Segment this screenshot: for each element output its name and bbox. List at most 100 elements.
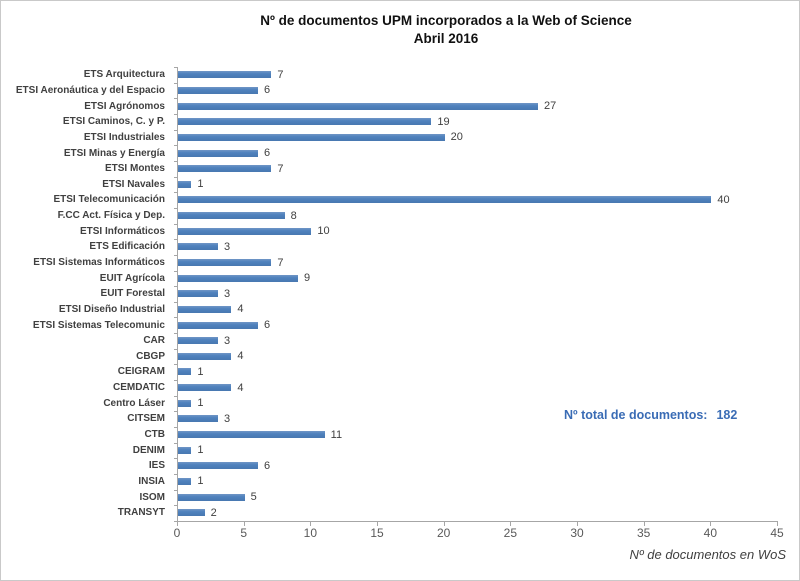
bar-row: ETSI Informáticos 10 xyxy=(1,223,778,239)
category-label: CTB xyxy=(144,429,165,441)
bar-row: ETS Arquitectura 7 xyxy=(1,67,778,83)
value-label: 4 xyxy=(237,303,244,316)
bar-row: ETSI Industriales 20 xyxy=(1,130,778,146)
category-axis-line xyxy=(177,67,178,525)
category-label: ETSI Minas y Energía xyxy=(63,147,165,159)
category-label: CEMDATIC xyxy=(112,382,165,394)
x-tick-label: 45 xyxy=(770,526,784,540)
bar-row: CAR 3 xyxy=(1,333,778,349)
y-axis-tick xyxy=(174,505,177,506)
bar-row: ETSI Diseño Industrial 4 xyxy=(1,302,778,318)
y-axis-tick xyxy=(174,239,177,240)
y-axis-tick xyxy=(174,177,177,178)
value-axis-line xyxy=(177,521,778,522)
bar xyxy=(178,509,205,517)
total-annotation-label: Nº total de documentos: xyxy=(564,408,708,422)
bar xyxy=(178,290,218,298)
category-label: EUIT Forestal xyxy=(100,288,165,300)
bar-row: ISOM 5 xyxy=(1,489,778,505)
bar-row: ETSI Caminos, C. y P. 19 xyxy=(1,114,778,130)
category-label: ETSI Informáticos xyxy=(79,225,165,237)
category-label: INSIA xyxy=(138,475,165,487)
bar xyxy=(178,321,258,329)
bar xyxy=(178,102,538,110)
y-axis-tick xyxy=(174,114,177,115)
bar-row: ETSI Aeronáutica y del Espacio 6 xyxy=(1,83,778,99)
chart-title: Nº de documentos UPM incorporados a la W… xyxy=(1,12,799,48)
value-label: 7 xyxy=(277,68,284,81)
x-tick-label: 20 xyxy=(436,526,451,540)
y-axis-tick xyxy=(174,130,177,131)
bar-row: ETSI Montes 7 xyxy=(1,161,778,177)
value-label: 9 xyxy=(304,272,311,285)
bar-row: ETSI Telecomunicación 40 xyxy=(1,192,778,208)
bar xyxy=(178,462,258,470)
x-tick-label: 15 xyxy=(370,526,384,540)
bar xyxy=(178,337,218,345)
y-axis-tick xyxy=(174,98,177,99)
x-axis-tick xyxy=(377,522,378,526)
category-label: ETSI Industriales xyxy=(83,131,165,143)
category-label: CAR xyxy=(143,335,165,347)
x-axis-tick xyxy=(710,522,712,526)
bar xyxy=(178,368,192,376)
bar-row: EUIT Agrícola 9 xyxy=(1,270,778,286)
y-axis-tick xyxy=(174,67,177,68)
category-label: CITSEM xyxy=(127,413,165,425)
y-axis-tick xyxy=(174,333,177,334)
total-annotation-value: 182 xyxy=(716,408,738,422)
value-label: 1 xyxy=(197,365,204,378)
bar-row: ETSI Sistemas Telecomunic 6 xyxy=(1,317,778,333)
bar xyxy=(178,227,312,235)
category-label: TRANSYT xyxy=(117,507,165,519)
category-label: CEIGRAM xyxy=(117,366,165,378)
bar xyxy=(178,86,258,94)
category-label: DENIM xyxy=(132,444,165,456)
value-label: 4 xyxy=(237,381,244,394)
category-label: ISOM xyxy=(139,491,165,503)
value-label: 3 xyxy=(224,334,231,347)
value-label: 1 xyxy=(197,475,204,488)
bar-row: CEMDATIC 4 xyxy=(1,380,778,396)
bar xyxy=(178,431,325,439)
y-axis-tick xyxy=(174,427,177,428)
y-axis-tick xyxy=(174,83,177,84)
bar xyxy=(178,415,218,423)
category-label: ETSI Telecomunicación xyxy=(53,194,165,206)
bar-row: Centro Láser 1 xyxy=(1,395,778,411)
x-axis-tick xyxy=(577,522,578,526)
x-tick-label: 10 xyxy=(303,526,317,540)
value-label: 19 xyxy=(437,115,450,128)
x-tick-label: 25 xyxy=(503,526,517,540)
bar-row: ETSI Agrónomos 27 xyxy=(1,98,778,114)
bar-row: EUIT Forestal 3 xyxy=(1,286,778,302)
category-label: ETSI Diseño Industrial xyxy=(58,303,165,315)
plot-area: ETS Arquitectura 7 ETSI Aeronáutica y del … xyxy=(1,67,778,521)
bar-row: ETSI Navales 1 xyxy=(1,176,778,192)
y-axis-tick xyxy=(174,255,177,256)
value-label: 6 xyxy=(264,319,271,332)
value-label: 3 xyxy=(224,287,231,300)
bar xyxy=(178,212,285,220)
category-label: ETS Arquitectura xyxy=(83,69,165,81)
category-label: ETS Edificación xyxy=(89,241,165,253)
x-axis-title: Nº de documentos en WoS xyxy=(629,547,787,562)
y-axis-tick xyxy=(174,161,177,162)
bar-row: CITSEM 3 xyxy=(1,411,778,427)
x-tick-label: 5 xyxy=(240,526,247,540)
bar-row: ETSI Minas y Energía 6 xyxy=(1,145,778,161)
y-axis-tick xyxy=(174,396,177,397)
x-axis-tick xyxy=(510,522,512,526)
value-label: 8 xyxy=(290,209,297,222)
value-label: 4 xyxy=(237,350,244,363)
category-label: ETSI Caminos, C. y P. xyxy=(62,116,165,128)
bar-row: CTB 11 xyxy=(1,427,778,443)
y-axis-tick xyxy=(174,411,177,412)
category-label: ETSI Aeronáutica y del Espacio xyxy=(15,84,165,96)
bar xyxy=(178,259,272,266)
y-axis-tick xyxy=(174,349,177,350)
value-label: 1 xyxy=(197,178,204,191)
value-label: 3 xyxy=(224,240,231,253)
x-axis-tick xyxy=(310,522,312,526)
bar xyxy=(178,118,432,126)
